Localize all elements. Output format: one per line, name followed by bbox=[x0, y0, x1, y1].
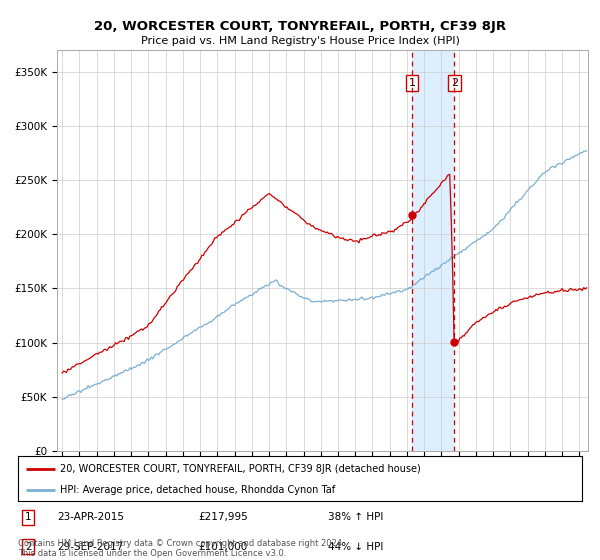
Text: Price paid vs. HM Land Registry's House Price Index (HPI): Price paid vs. HM Land Registry's House … bbox=[140, 36, 460, 46]
Text: 1: 1 bbox=[409, 78, 416, 88]
Text: £101,000: £101,000 bbox=[199, 542, 248, 552]
Text: 44% ↓ HPI: 44% ↓ HPI bbox=[328, 542, 383, 552]
Text: 20, WORCESTER COURT, TONYREFAIL, PORTH, CF39 8JR: 20, WORCESTER COURT, TONYREFAIL, PORTH, … bbox=[94, 20, 506, 32]
Text: 38% ↑ HPI: 38% ↑ HPI bbox=[328, 512, 383, 522]
Bar bbox=[412, 50, 454, 451]
Text: 29-SEP-2017: 29-SEP-2017 bbox=[58, 542, 124, 552]
Text: 23-APR-2015: 23-APR-2015 bbox=[58, 512, 124, 522]
Text: 2: 2 bbox=[451, 78, 458, 88]
Text: 20, WORCESTER COURT, TONYREFAIL, PORTH, CF39 8JR (detached house): 20, WORCESTER COURT, TONYREFAIL, PORTH, … bbox=[60, 464, 421, 474]
Text: 2: 2 bbox=[25, 542, 31, 552]
Text: 1: 1 bbox=[25, 512, 31, 522]
Text: Contains HM Land Registry data © Crown copyright and database right 2024.
This d: Contains HM Land Registry data © Crown c… bbox=[18, 539, 344, 558]
Text: HPI: Average price, detached house, Rhondda Cynon Taf: HPI: Average price, detached house, Rhon… bbox=[60, 485, 335, 495]
Text: £217,995: £217,995 bbox=[199, 512, 248, 522]
